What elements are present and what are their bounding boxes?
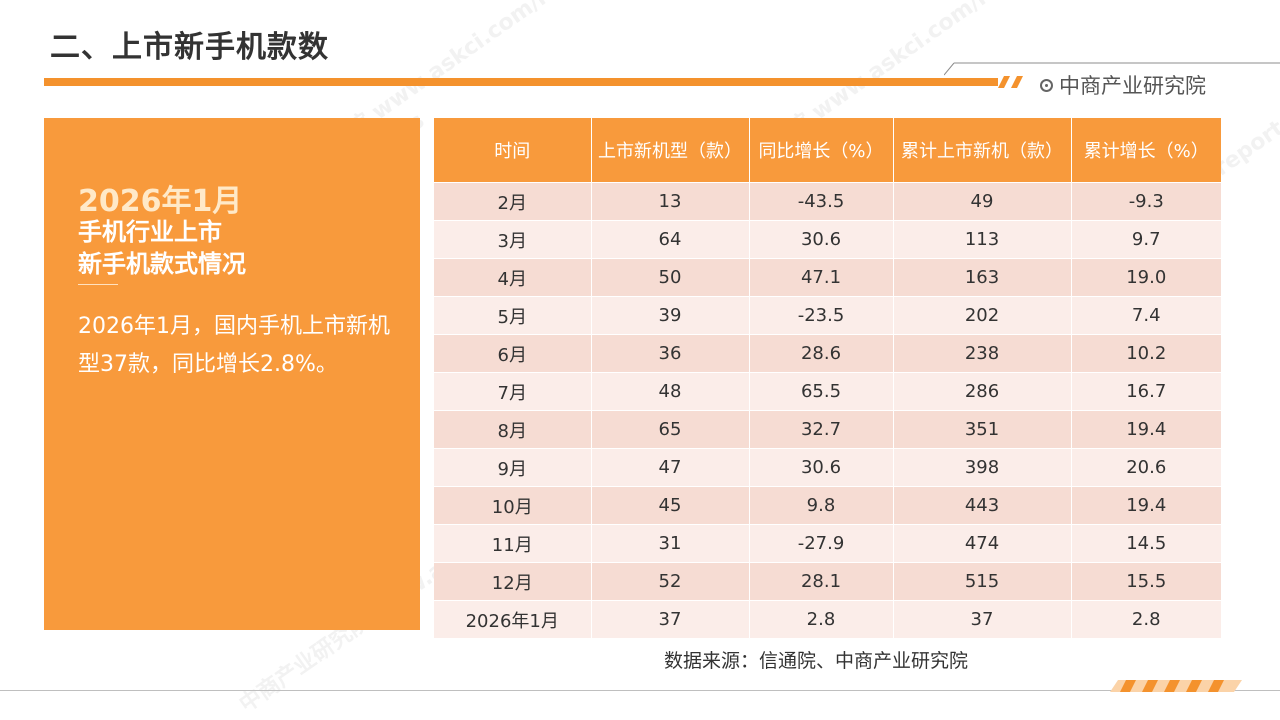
cell-yoy-growth: -27.9 — [748, 524, 893, 563]
cell-cumulative-growth: 19.4 — [1070, 410, 1221, 449]
cell-yoy-growth: 30.6 — [748, 448, 893, 487]
phone-launch-table: 时间 上市新机型（款） 同比增长（%） 累计上市新机（款） 累计增长（%） 2月… — [434, 118, 1221, 638]
cell-cumulative-models: 163 — [892, 258, 1071, 297]
cell-yoy-growth: -23.5 — [748, 296, 893, 335]
cell-time: 11月 — [434, 524, 591, 563]
table-row: 11月 31 -27.9 474 14.5 — [434, 524, 1221, 563]
cell-yoy-growth: 47.1 — [748, 258, 893, 297]
header-time: 时间 — [434, 118, 591, 183]
cell-time: 6月 — [434, 334, 591, 373]
cell-yoy-growth: -43.5 — [748, 182, 893, 221]
table-row: 10月 45 9.8 443 19.4 — [434, 486, 1221, 525]
cell-cumulative-growth: 19.4 — [1070, 486, 1221, 525]
cell-cumulative-models: 238 — [892, 334, 1071, 373]
panel-description: 2026年1月，国内手机上市新机型37款，同比增长2.8%。 — [78, 314, 390, 377]
cell-cumulative-models: 49 — [892, 182, 1071, 221]
cell-yoy-growth: 9.8 — [748, 486, 893, 525]
table-row: 2月 13 -43.5 49 -9.3 — [434, 182, 1221, 221]
table-body: 2月 13 -43.5 49 -9.3 3月 64 30.6 113 9.7 4月 50 47.1 163… — [434, 182, 1221, 638]
panel-heading-line2: 新手机款式情况 — [78, 250, 246, 278]
table-row: 2026年1月 37 2.8 37 2.8 — [434, 600, 1221, 638]
cell-time: 4月 — [434, 258, 591, 297]
cell-cumulative-models: 515 — [892, 562, 1071, 601]
cell-cumulative-growth: 19.0 — [1070, 258, 1221, 297]
cell-cumulative-models: 202 — [892, 296, 1071, 335]
table-row: 9月 47 30.6 398 20.6 — [434, 448, 1221, 487]
cell-yoy-growth: 65.5 — [748, 372, 893, 411]
cell-new-models: 36 — [590, 334, 749, 373]
cell-cumulative-models: 286 — [892, 372, 1071, 411]
cell-new-models: 39 — [590, 296, 749, 335]
footer-stripes-icon — [1110, 680, 1242, 692]
cell-time: 12月 — [434, 562, 591, 601]
data-source: 数据来源：信通院、中商产业研究院 — [664, 650, 969, 672]
cell-time: 7月 — [434, 372, 591, 411]
table-row: 12月 52 28.1 515 15.5 — [434, 562, 1221, 601]
cell-cumulative-models: 474 — [892, 524, 1071, 563]
panel-divider — [78, 284, 118, 285]
cell-time: 8月 — [434, 410, 591, 449]
table-header-row: 时间 上市新机型（款） 同比增长（%） 累计上市新机（款） 累计增长（%） — [434, 118, 1221, 183]
cell-new-models: 45 — [590, 486, 749, 525]
cell-cumulative-growth: 15.5 — [1070, 562, 1221, 601]
panel-date: 2026年1月 — [78, 184, 243, 219]
header-cumulative-growth: 累计增长（%） — [1070, 118, 1221, 183]
header-new-models: 上市新机型（款） — [590, 118, 749, 183]
table-row: 6月 36 28.6 238 10.2 — [434, 334, 1221, 373]
cell-new-models: 37 — [590, 600, 749, 638]
slash-decoration-icon — [998, 76, 1023, 88]
cell-new-models: 64 — [590, 220, 749, 259]
cell-new-models: 65 — [590, 410, 749, 449]
cell-new-models: 31 — [590, 524, 749, 563]
cell-time: 2026年1月 — [434, 600, 591, 638]
header-cumulative-models: 累计上市新机（款） — [892, 118, 1071, 183]
table-row: 8月 65 32.7 351 19.4 — [434, 410, 1221, 449]
cell-new-models: 52 — [590, 562, 749, 601]
cell-cumulative-growth: 14.5 — [1070, 524, 1221, 563]
cell-cumulative-models: 351 — [892, 410, 1071, 449]
cell-time: 5月 — [434, 296, 591, 335]
cell-time: 10月 — [434, 486, 591, 525]
cell-yoy-growth: 30.6 — [748, 220, 893, 259]
footer-divider — [0, 690, 1280, 691]
cell-yoy-growth: 32.7 — [748, 410, 893, 449]
header-yoy-growth: 同比增长（%） — [748, 118, 893, 183]
cell-new-models: 13 — [590, 182, 749, 221]
cell-time: 2月 — [434, 182, 591, 221]
table-row: 7月 48 65.5 286 16.7 — [434, 372, 1221, 411]
header-divider-line — [944, 62, 1280, 76]
summary-panel: 2026年1月 手机行业上市 新手机款式情况 2026年1月，国内手机上市新机型… — [44, 118, 420, 630]
page-title: 二、上市新手机款数 — [50, 30, 329, 65]
cell-yoy-growth: 2.8 — [748, 600, 893, 638]
cell-cumulative-models: 398 — [892, 448, 1071, 487]
cell-cumulative-growth: 20.6 — [1070, 448, 1221, 487]
cell-yoy-growth: 28.6 — [748, 334, 893, 373]
brand-name: 中商产业研究院 — [1059, 74, 1206, 98]
cell-cumulative-models: 37 — [892, 600, 1071, 638]
cell-cumulative-models: 443 — [892, 486, 1071, 525]
title-accent-bar — [44, 78, 998, 86]
cell-cumulative-growth: 10.2 — [1070, 334, 1221, 373]
table-row: 3月 64 30.6 113 9.7 — [434, 220, 1221, 259]
cell-cumulative-growth: -9.3 — [1070, 182, 1221, 221]
brand-target-icon — [1040, 78, 1053, 92]
table-row: 5月 39 -23.5 202 7.4 — [434, 296, 1221, 335]
cell-new-models: 48 — [590, 372, 749, 411]
table-row: 4月 50 47.1 163 19.0 — [434, 258, 1221, 297]
cell-cumulative-growth: 16.7 — [1070, 372, 1221, 411]
cell-cumulative-growth: 2.8 — [1070, 600, 1221, 638]
cell-time: 3月 — [434, 220, 591, 259]
cell-new-models: 50 — [590, 258, 749, 297]
panel-heading-line1: 手机行业上市 — [78, 218, 222, 246]
cell-cumulative-growth: 9.7 — [1070, 220, 1221, 259]
cell-new-models: 47 — [590, 448, 749, 487]
cell-yoy-growth: 28.1 — [748, 562, 893, 601]
brand-logo: 中商产业研究院 — [1040, 70, 1206, 100]
panel-heading: 手机行业上市 新手机款式情况 — [78, 216, 246, 280]
cell-cumulative-models: 113 — [892, 220, 1071, 259]
cell-cumulative-growth: 7.4 — [1070, 296, 1221, 335]
cell-time: 9月 — [434, 448, 591, 487]
